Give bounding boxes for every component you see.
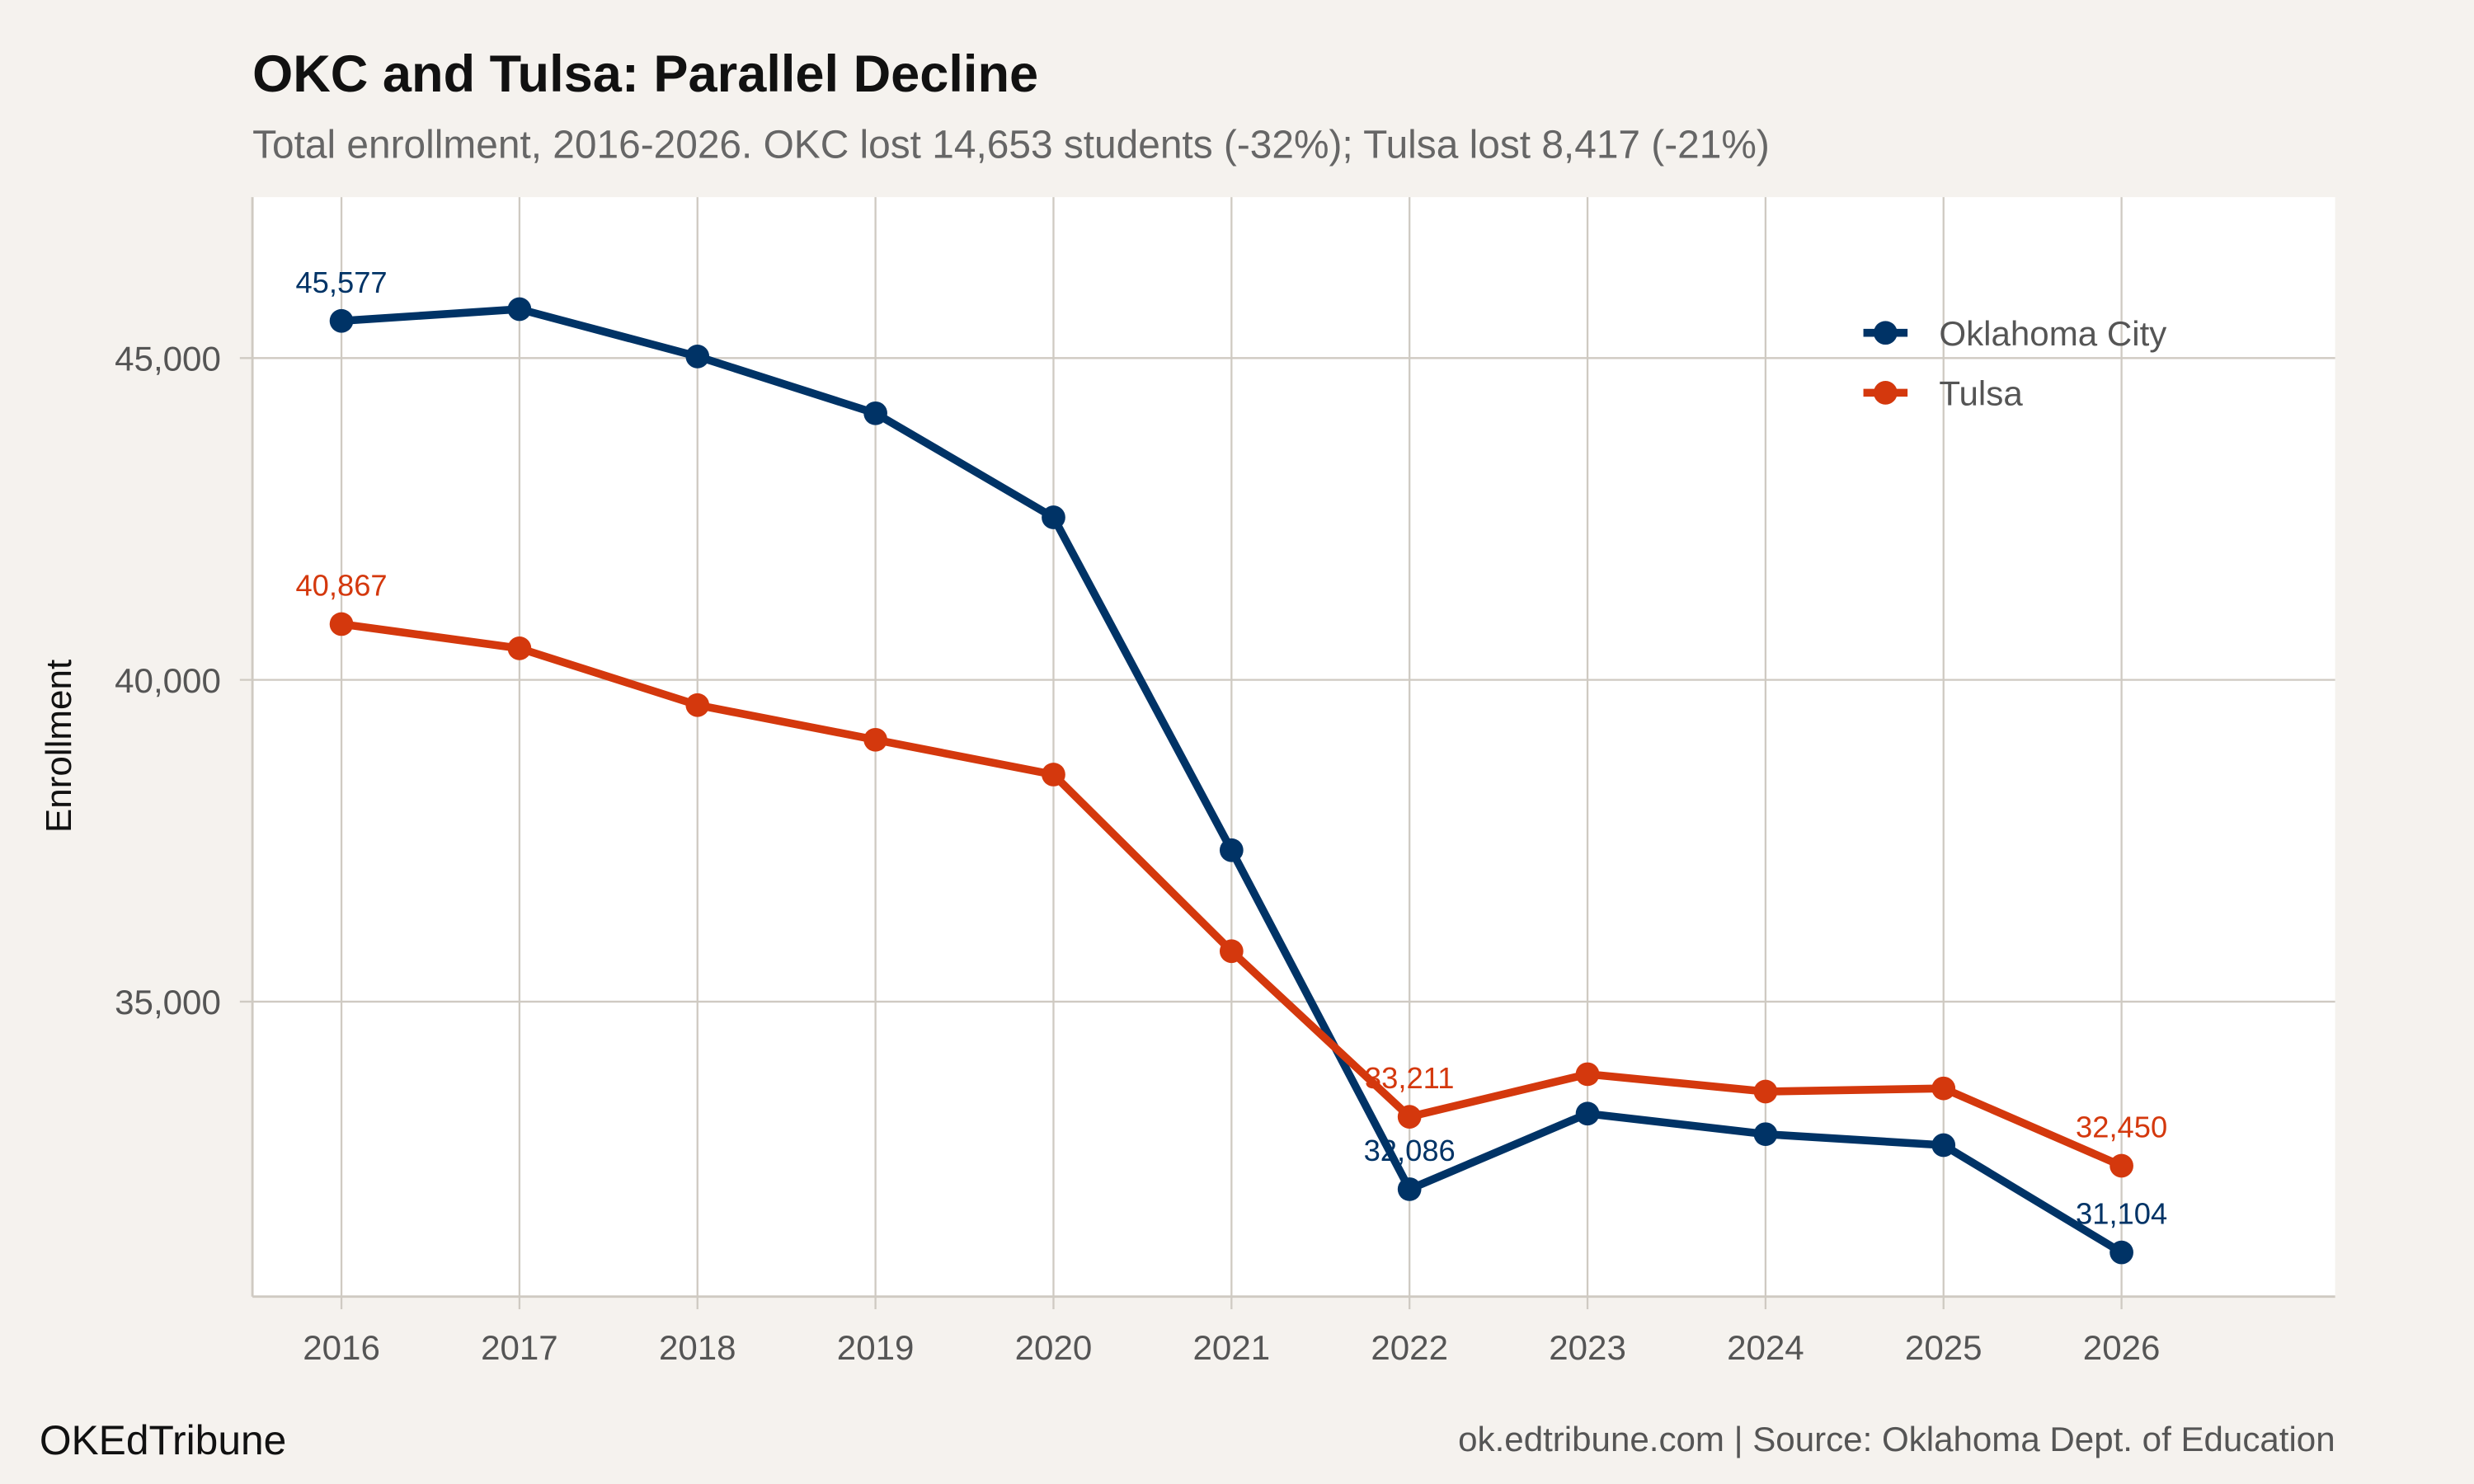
x-tick-label: 2022 xyxy=(1371,1328,1448,1367)
data-point[interactable] xyxy=(1575,1062,1600,1087)
data-point[interactable] xyxy=(1931,1076,1956,1101)
x-tick-label: 2026 xyxy=(2083,1328,2161,1367)
data-point[interactable] xyxy=(2109,1153,2133,1178)
brand-logo-text: OKEdTribune xyxy=(40,1417,286,1463)
x-tick-label: 2018 xyxy=(659,1328,736,1367)
axes: 2016 2017 2018 2019 2020 2021 2022 2023 2024 2025… xyxy=(115,197,2335,1367)
y-tick-label: 40,000 xyxy=(115,661,221,700)
data-point[interactable] xyxy=(1931,1133,1956,1158)
plot-panel xyxy=(252,197,2335,1297)
y-axis-label: Enrollment xyxy=(39,660,79,833)
legend-item[interactable]: Oklahoma City xyxy=(1863,314,2167,353)
x-tick-label: 2020 xyxy=(1015,1328,1093,1367)
x-tick-label: 2019 xyxy=(837,1328,915,1367)
data-label: 40,867 xyxy=(295,569,387,603)
grid xyxy=(239,197,2335,1310)
chart-title: OKC and Tulsa: Parallel Decline xyxy=(252,45,1038,103)
legend-label: Oklahoma City xyxy=(1939,314,2166,353)
x-tick-label: 2016 xyxy=(303,1328,380,1367)
data-point[interactable] xyxy=(329,308,354,333)
data-point[interactable] xyxy=(1042,763,1065,787)
x-tick-label: 2025 xyxy=(1905,1328,1982,1367)
x-tick-label: 2017 xyxy=(481,1328,558,1367)
data-point[interactable] xyxy=(329,612,354,636)
data-point[interactable] xyxy=(1397,1105,1422,1129)
data-label: 32,086 xyxy=(1364,1134,1456,1167)
data-point[interactable] xyxy=(2109,1240,2133,1265)
x-tick-label: 2023 xyxy=(1549,1328,1626,1367)
data-point[interactable] xyxy=(1753,1122,1778,1147)
data-label: 31,104 xyxy=(2076,1197,2167,1231)
series-group: 45,577 32,086 31,104 40,867 33,211 32,450 xyxy=(295,265,2167,1265)
legend-key-point xyxy=(1874,321,1898,345)
series-oklahoma-city: 45,577 32,086 31,104 xyxy=(295,265,2167,1265)
source-caption[interactable]: ok.edtribune.com | Source: Oklahoma Dept… xyxy=(1458,1420,2335,1458)
data-point[interactable] xyxy=(1219,838,1244,862)
y-tick-label: 35,000 xyxy=(115,983,221,1021)
chart-subtitle: Total enrollment, 2016-2026. OKC lost 14… xyxy=(252,123,1770,167)
data-point[interactable] xyxy=(1219,939,1244,964)
data-point[interactable] xyxy=(507,297,532,322)
series-tulsa: 40,867 33,211 32,450 xyxy=(295,569,2167,1178)
x-tick-label: 2024 xyxy=(1727,1328,1804,1367)
data-point[interactable] xyxy=(1575,1101,1600,1126)
data-point[interactable] xyxy=(685,345,710,369)
data-label: 33,211 xyxy=(1365,1061,1454,1095)
data-point[interactable] xyxy=(507,636,532,660)
data-label: 45,577 xyxy=(295,265,387,299)
legend: Oklahoma City Tulsa xyxy=(1863,314,2167,413)
data-point[interactable] xyxy=(863,401,887,425)
y-tick-label: 45,000 xyxy=(115,340,221,378)
data-point[interactable] xyxy=(1042,505,1065,529)
data-label: 32,450 xyxy=(2076,1111,2167,1144)
legend-label: Tulsa xyxy=(1939,374,2023,413)
data-point[interactable] xyxy=(863,727,887,752)
data-point[interactable] xyxy=(1753,1079,1778,1104)
data-point[interactable] xyxy=(685,693,710,717)
x-tick-label: 2021 xyxy=(1193,1328,1271,1367)
legend-key-point xyxy=(1874,381,1898,405)
data-point[interactable] xyxy=(1397,1177,1422,1201)
legend-item[interactable]: Tulsa xyxy=(1863,374,2024,413)
